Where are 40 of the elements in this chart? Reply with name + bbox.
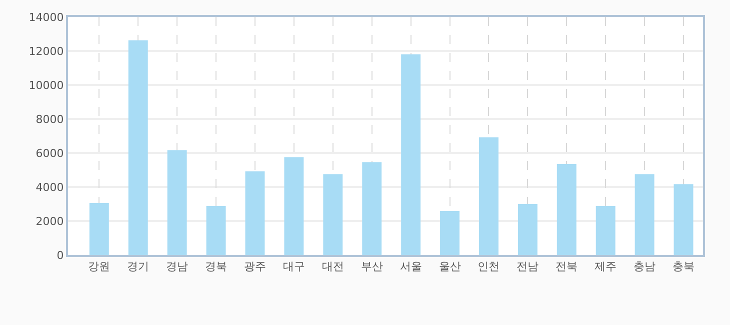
bar (128, 40, 148, 255)
bar (518, 204, 538, 255)
x-tick-label: 강원 (88, 260, 110, 274)
bar (674, 184, 694, 255)
y-tick-label: 4000 (36, 180, 64, 194)
x-tick-label: 전북 (556, 260, 578, 274)
x-tick-label: 제주 (594, 260, 617, 274)
x-tick-label: 경기 (127, 260, 150, 274)
y-tick-label: 6000 (36, 146, 64, 160)
y-tick-label: 10000 (28, 78, 64, 92)
x-tick-label: 대구 (282, 260, 305, 274)
y-tick-label: 12000 (28, 44, 64, 58)
x-tick-label: 서울 (400, 260, 422, 274)
x-tick-label: 대전 (322, 260, 344, 274)
bar (479, 137, 498, 255)
bar (596, 206, 616, 255)
bar (401, 54, 421, 255)
y-tick-label: 0 (56, 248, 64, 262)
bar (556, 164, 576, 255)
bar (440, 210, 460, 255)
bar (245, 171, 265, 255)
bar (323, 174, 343, 255)
y-tick-label: 2000 (36, 214, 64, 228)
bar (362, 162, 382, 255)
bar (167, 150, 187, 255)
x-tick-label: 충북 (672, 260, 695, 274)
y-tick-label: 8000 (36, 112, 64, 126)
bar (634, 174, 654, 255)
x-tick-label: 경남 (166, 260, 188, 274)
x-tick-label: 전남 (516, 260, 539, 274)
x-tick-label: 경북 (205, 260, 228, 274)
bar (284, 157, 304, 255)
bar (89, 202, 109, 255)
y-tick-label: 14000 (28, 10, 64, 24)
x-tick-label: 울산 (438, 260, 461, 274)
x-tick-label: 부산 (360, 260, 383, 274)
x-tick-label: 인천 (478, 260, 500, 274)
x-tick-label: 충남 (634, 260, 656, 274)
bar (206, 206, 226, 255)
x-tick-label: 광주 (244, 260, 266, 274)
